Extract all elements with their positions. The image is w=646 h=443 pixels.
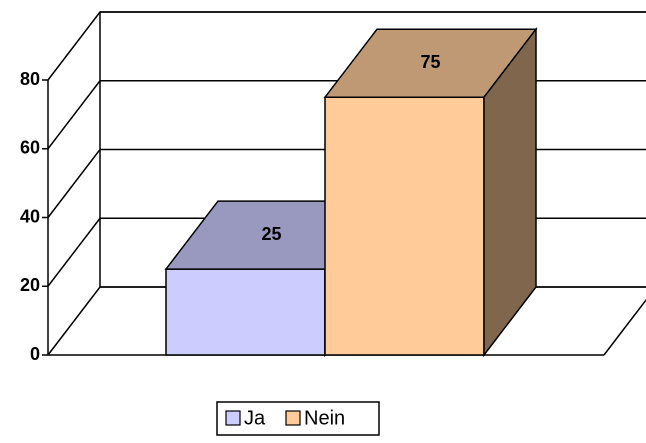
legend-swatch	[225, 410, 241, 426]
y-tick-label: 60	[20, 138, 40, 158]
data-label: 75	[420, 52, 440, 72]
bar-front	[324, 96, 485, 356]
legend-label: Nein	[304, 407, 345, 429]
y-tick-label: 0	[30, 344, 40, 364]
bar-front	[165, 268, 326, 356]
bar-side	[483, 26, 537, 358]
y-tick-label: 20	[20, 275, 40, 295]
legend-label: Ja	[244, 407, 266, 429]
floor-right	[603, 298, 646, 356]
grid-line	[47, 11, 646, 81]
legend-swatch	[285, 410, 301, 426]
y-tick-label: 80	[20, 69, 40, 89]
data-label: 25	[261, 224, 281, 244]
y-tick-label: 40	[20, 206, 40, 226]
